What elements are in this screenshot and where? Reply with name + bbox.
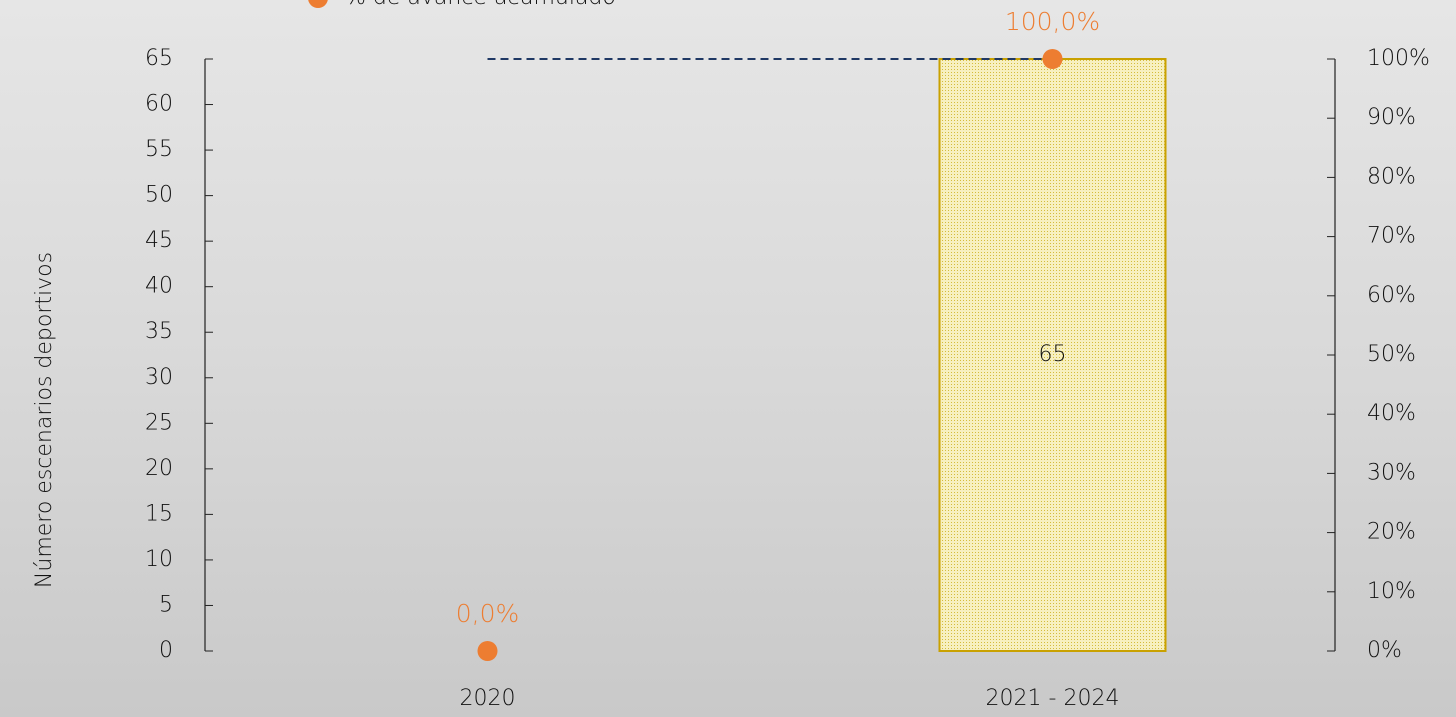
point-label: 100,0% [1005, 7, 1100, 36]
y2-tick-label: 10% [1367, 579, 1416, 604]
y-tick-label: 30 [145, 365, 173, 390]
y-tick-label: 45 [145, 228, 173, 253]
y-tick-label: 25 [145, 410, 173, 435]
y2-tick-label: 70% [1367, 224, 1416, 249]
y-tick-label: 65 [145, 46, 173, 71]
y-tick-label: 20 [145, 456, 173, 481]
y2-tick-label: 80% [1367, 164, 1416, 189]
legend-marker [308, 0, 328, 8]
point [477, 641, 498, 661]
y-tick-label: 60 [145, 92, 173, 117]
x-tick-label: 2021 - 2024 [986, 686, 1120, 711]
bar-label: 65 [1039, 342, 1067, 367]
y-tick-label: 55 [145, 137, 173, 162]
point-label: 0,0% [456, 599, 520, 628]
y-axis-label: Número escenarios deportivos [32, 252, 57, 588]
y2-tick-label: 20% [1367, 520, 1416, 545]
legend-label: % de avance acumulado [345, 0, 616, 10]
y-tick-label: 0 [159, 638, 173, 663]
y2-tick-label: 0% [1367, 638, 1402, 663]
y-tick-label: 10 [145, 547, 173, 572]
y2-tick-label: 90% [1367, 105, 1416, 130]
y2-tick-label: 40% [1367, 401, 1416, 426]
y2-tick-label: 100% [1367, 46, 1430, 71]
y-tick-label: 5 [159, 592, 173, 617]
y2-tick-label: 30% [1367, 460, 1416, 485]
y2-tick-label: 50% [1367, 342, 1416, 367]
y-tick-label: 15 [145, 501, 173, 526]
x-tick-label: 2020 [460, 686, 516, 711]
bar [938, 58, 1167, 652]
y-tick-label: 35 [145, 319, 173, 344]
y-tick-label: 40 [145, 274, 173, 299]
y2-tick-label: 60% [1367, 283, 1416, 308]
y-tick-label: 50 [145, 183, 173, 208]
point [1042, 49, 1063, 69]
